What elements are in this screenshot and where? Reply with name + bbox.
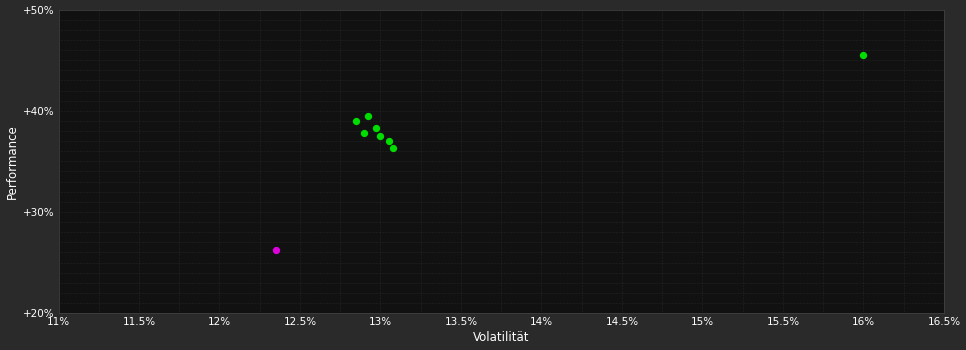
Point <box>385 145 401 151</box>
Point <box>349 118 364 124</box>
Point <box>356 130 372 136</box>
Y-axis label: Performance: Performance <box>6 124 18 199</box>
Point <box>856 52 871 58</box>
Point <box>373 133 388 139</box>
Point <box>269 247 284 253</box>
X-axis label: Volatilität: Volatilität <box>473 331 529 344</box>
Point <box>360 113 376 119</box>
Point <box>368 125 384 131</box>
Point <box>381 138 396 144</box>
